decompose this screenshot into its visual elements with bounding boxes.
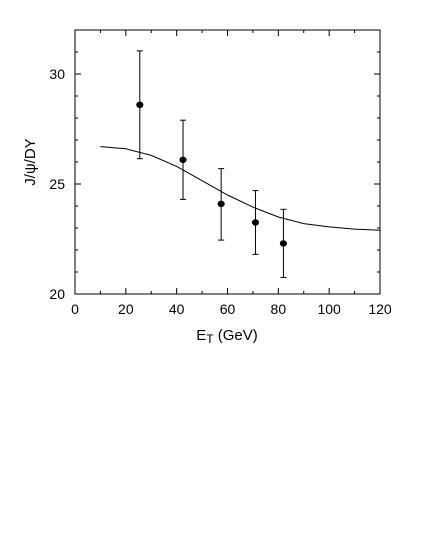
x-tick-label: 20 xyxy=(118,301,134,317)
x-tick-label: 120 xyxy=(368,301,392,317)
axis-tick-labels: 0 20 40 60 80 100 120 20 25 30 xyxy=(49,66,391,317)
y-tick-label: 30 xyxy=(49,66,65,82)
y-tick-label: 20 xyxy=(49,286,65,302)
x-tick-label: 60 xyxy=(220,301,236,317)
axis-ticks xyxy=(74,29,381,295)
data-point xyxy=(136,101,144,109)
x-tick-label: 40 xyxy=(169,301,185,317)
x-axis-title-main: E xyxy=(196,327,206,344)
y-axis-title: J/ψ/DY xyxy=(22,138,39,185)
data-points-group xyxy=(136,50,288,278)
data-point xyxy=(217,200,225,207)
x-axis-title-subscript: T xyxy=(206,332,214,346)
x-tick-label: 80 xyxy=(271,301,287,317)
x-axis-title: ET (GeV) xyxy=(196,327,258,346)
y-tick-label: 25 xyxy=(49,176,65,192)
plot-frame xyxy=(74,29,381,295)
data-point xyxy=(179,156,187,163)
x-axis-title-unit: (GeV) xyxy=(214,327,258,344)
x-tick-label: 100 xyxy=(317,301,341,317)
data-point xyxy=(251,219,260,226)
model-curve-group xyxy=(100,146,381,231)
data-point xyxy=(279,240,288,247)
model-curve xyxy=(100,146,381,231)
x-tick-label: 0 xyxy=(71,301,79,317)
